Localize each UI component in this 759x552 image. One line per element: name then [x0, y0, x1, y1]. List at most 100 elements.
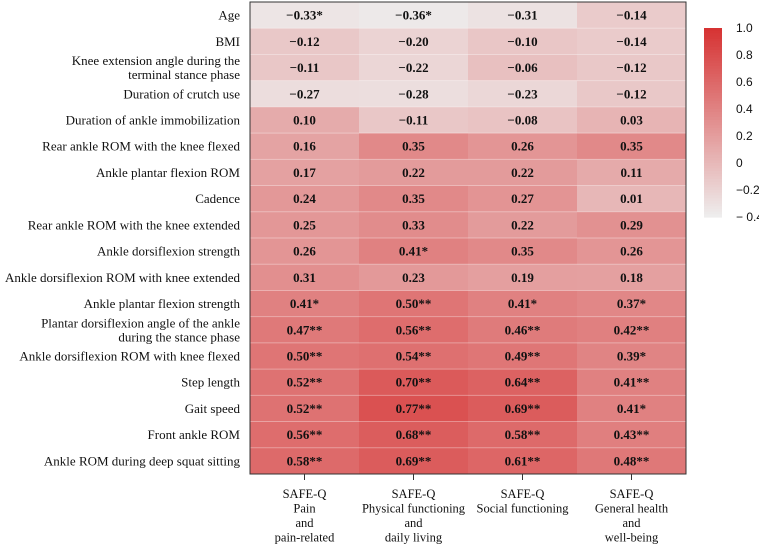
heatmap-cell: [359, 2, 469, 29]
colorbar-tick-label: 1.0: [736, 21, 753, 35]
row-label: Plantar dorsiflexion angle of the ankle d…: [41, 315, 240, 344]
colorbar-segment: [704, 103, 722, 107]
colorbar-segment: [704, 90, 722, 94]
cell-value-label: 0.27: [511, 191, 534, 206]
heatmap-cell: [468, 159, 578, 187]
colorbar-segment: [704, 76, 722, 80]
cell-value-label: 0.41*: [399, 244, 428, 259]
heatmap-cell: [577, 28, 687, 55]
heatmap-cell: [359, 342, 469, 370]
cell-value-label: −0.27: [289, 86, 320, 101]
heatmap-cell: [359, 28, 469, 55]
heatmap-cell: [359, 54, 469, 82]
cell-value-label: −0.23: [507, 86, 538, 101]
heatmap-cell: [468, 28, 578, 55]
cell-value-label: 0.52**: [287, 401, 323, 416]
heatmap-cell: [577, 421, 687, 449]
heatmap-cell: [468, 447, 578, 475]
colorbar-segment: [704, 84, 722, 88]
colorbar-segment: [704, 214, 722, 218]
colorbar-segment: [704, 149, 722, 153]
colorbar-segment: [704, 55, 722, 59]
cell-value-label: 0.26: [293, 244, 316, 259]
heatmap-cell: [468, 342, 578, 370]
column-labels: SAFE-Q Pain and pain-related SAFE-Q Physical …: [275, 474, 669, 545]
heatmap-cell: [359, 264, 469, 291]
cell-value-label: 0.56**: [287, 427, 323, 442]
row-label: Ankle dorsiflexion ROM with knee flexed: [19, 349, 240, 364]
colorbar-tick-label: − 0.4: [736, 210, 759, 224]
colorbar-segment: [704, 87, 722, 91]
colorbar-segment: [704, 168, 722, 172]
colorbar-segment: [704, 190, 722, 194]
cell-value-label: −0.06: [507, 60, 538, 75]
colorbar-segment: [704, 28, 722, 32]
colorbar-segment: [704, 52, 722, 56]
cell-value-label: 0.64**: [505, 375, 541, 390]
heatmap-cell: [250, 28, 360, 55]
cell-value-label: 0.26: [620, 244, 643, 259]
cell-value-label: 0.31: [293, 270, 316, 285]
colorbar-segment: [704, 154, 722, 159]
colorbar-segment: [704, 157, 722, 161]
colorbar-segment: [704, 82, 722, 86]
colorbar-segment: [704, 127, 722, 132]
heatmap-cell: [250, 54, 360, 82]
cell-value-label: −0.12: [289, 34, 319, 49]
colorbar-segment: [704, 171, 722, 175]
colorbar-segment: [704, 109, 722, 113]
heatmap-cell: [250, 238, 360, 265]
cell-value-label: −0.28: [398, 86, 429, 101]
cell-value-label: 0.48**: [614, 453, 650, 468]
heatmap-cell: [468, 211, 578, 239]
column-label: SAFE-Q General health and well-being: [595, 487, 669, 545]
heatmap-cell: [577, 447, 687, 475]
cell-value-label: 0.35: [402, 191, 425, 206]
heatmap-cell: [359, 133, 469, 160]
colorbar-segment: [704, 195, 722, 199]
cell-value-label: −0.36*: [395, 8, 432, 23]
colorbar-segment: [704, 211, 722, 215]
cell-value-label: 0.24: [293, 191, 316, 206]
heatmap-cell: [250, 185, 360, 213]
colorbar-segment: [704, 114, 722, 118]
heatmap-cell: [577, 395, 687, 423]
cell-value-label: 0.37*: [617, 296, 646, 311]
colorbar-segment: [704, 68, 722, 72]
colorbar-tick-label: 0: [736, 156, 743, 170]
colorbar-segment: [704, 152, 722, 156]
column-label: SAFE-Q Social functioning: [477, 487, 570, 516]
heatmap-cell: [577, 211, 687, 239]
colorbar-segment: [704, 146, 722, 151]
row-label: Ankle plantar flexion ROM: [96, 165, 240, 180]
cell-value-label: 0.58**: [287, 453, 323, 468]
colorbar-segment: [704, 30, 722, 34]
heatmap-cell: [577, 238, 687, 265]
row-label: Front ankle ROM: [148, 427, 241, 442]
row-label: Rear ankle ROM with the knee extended: [28, 217, 241, 232]
colorbar-segment: [704, 206, 722, 210]
colorbar-segment: [704, 63, 722, 67]
heatmap-frame: [249, 1, 687, 475]
heatmap-cell: [359, 159, 469, 187]
colorbar-segment: [704, 60, 722, 64]
colorbar-segment: [704, 179, 722, 183]
cell-value-label: 0.41*: [617, 401, 646, 416]
cell-value-label: 0.77**: [396, 401, 432, 416]
colorbar-segment: [704, 33, 722, 37]
heatmap-cell: [577, 80, 687, 108]
colorbar-segment: [704, 130, 722, 134]
heatmap-cell-values: −0.33* −0.36* −0.31 −0.14 −0.12 −0.20 −0.10 −0.…: [286, 8, 649, 469]
heatmap-cell: [468, 185, 578, 213]
colorbar-segment: [704, 136, 722, 140]
heatmap-cell: [250, 316, 360, 344]
colorbar-segment: [704, 141, 722, 145]
colorbar-segment: [704, 184, 722, 188]
colorbar-segment: [704, 181, 722, 186]
cell-value-label: 0.11: [620, 165, 642, 180]
heatmap-cell: [359, 369, 469, 396]
colorbar-segment: [704, 49, 722, 53]
cell-value-label: 0.54**: [396, 349, 432, 364]
cell-value-label: −0.22: [398, 60, 428, 75]
